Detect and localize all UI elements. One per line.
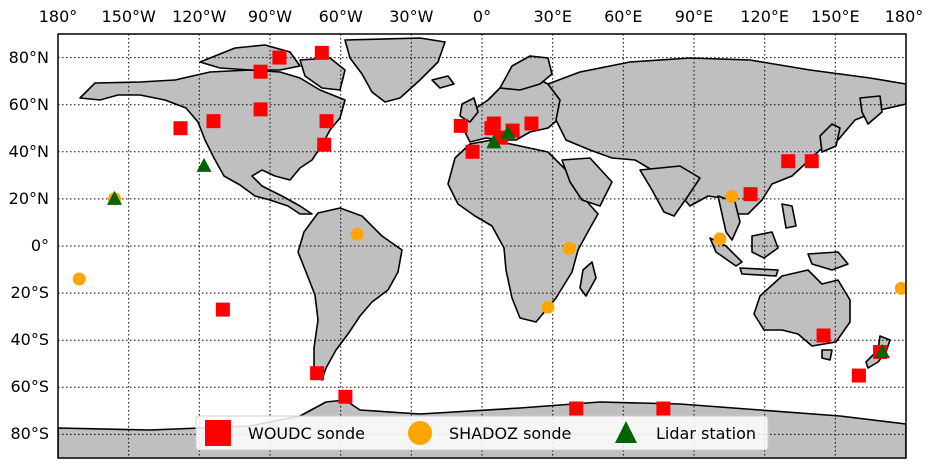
lon-tick-label: 150°W <box>102 7 157 26</box>
legend-circle-marker <box>408 421 432 445</box>
australia <box>753 269 851 347</box>
woudc-station-marker <box>656 401 671 416</box>
kamchatka <box>859 95 883 125</box>
woudc-station-marker <box>215 302 230 317</box>
woudc-station-marker <box>173 121 188 136</box>
woudc-station-marker <box>569 401 584 416</box>
legend-label-shadoz: SHADOZ sonde <box>449 424 571 443</box>
lat-tick-label: 0° <box>31 236 49 255</box>
woudc-station-marker <box>743 187 758 202</box>
shadoz-station-marker <box>894 281 906 295</box>
shadoz-station-marker <box>72 272 86 286</box>
lon-tick-label: 60°W <box>319 7 363 26</box>
lidar-station-marker <box>500 124 516 139</box>
scandinavia <box>499 55 553 91</box>
shadoz-station-marker <box>350 227 364 241</box>
south-america <box>297 207 403 381</box>
lon-tick-label: 180° <box>39 7 78 26</box>
woudc-station-marker <box>317 137 332 152</box>
indian-subcontinent <box>639 165 701 217</box>
lon-tick-labels: 180° 150°W 120°W 90°W 60°W 30°W 0° 30°E … <box>39 7 924 26</box>
lat-tick-labels: 80°N 60°N 40°N 20°N 0° 20°S 40°S 60°S 80… <box>9 48 49 443</box>
lidar-station-marker <box>196 157 212 172</box>
lon-tick-label: 120°W <box>172 7 227 26</box>
shadoz-station-marker <box>713 232 727 246</box>
woudc-station-marker <box>206 114 221 129</box>
lidar-station-marker <box>874 344 890 358</box>
station-markers <box>72 45 906 416</box>
woudc-station-marker <box>319 114 334 129</box>
lat-tick-label: 20°N <box>9 189 49 208</box>
lat-tick-label: 20°S <box>10 283 49 302</box>
shadoz-station-marker <box>725 190 739 204</box>
lon-tick-label: 0° <box>473 7 491 26</box>
lidar-station-marker <box>486 134 502 149</box>
indonesia-borneo <box>751 231 779 259</box>
woudc-station-marker <box>465 144 480 159</box>
lat-tick-label: 40°N <box>9 142 49 161</box>
map-frame <box>57 33 907 459</box>
asia <box>547 57 906 215</box>
woudc-station-marker <box>486 116 501 131</box>
iceland <box>431 75 455 89</box>
legend: WOUDC sonde SHADOZ sonde Lidar station <box>195 415 769 451</box>
woudc-station-marker <box>781 154 796 169</box>
legend-label-lidar: Lidar station <box>656 424 756 443</box>
lat-tick-label: 60°S <box>10 377 49 396</box>
woudc-station-marker <box>310 366 325 381</box>
legend-label-woudc: WOUDC sonde <box>248 424 365 443</box>
lat-tick-label: 40°S <box>10 330 49 349</box>
woudc-station-marker <box>272 50 287 65</box>
legend-square-marker <box>205 420 231 446</box>
lat-tick-label: 80°N <box>9 48 49 67</box>
woudc-station-marker <box>253 64 268 79</box>
greenland <box>344 37 446 103</box>
woudc-station-marker <box>253 102 268 117</box>
lon-tick-label: 90°E <box>675 7 713 26</box>
tasmania <box>821 349 833 361</box>
lidar-station-marker <box>107 190 123 205</box>
legend-triangle-marker <box>615 421 637 443</box>
lon-tick-label: 30°W <box>389 7 433 26</box>
woudc-station-marker <box>453 118 468 133</box>
lon-tick-label: 150°E <box>811 7 860 26</box>
woudc-station-marker <box>524 116 539 131</box>
madagascar <box>579 261 597 297</box>
woudc-station-marker <box>338 389 353 404</box>
arabian-peninsula <box>561 157 613 207</box>
lon-tick-label: 90°W <box>248 7 292 26</box>
indonesia-java <box>739 267 779 277</box>
woudc-station-marker <box>851 368 866 383</box>
shadoz-station-marker <box>562 241 576 255</box>
british-isles <box>459 97 479 123</box>
africa <box>447 139 599 323</box>
shadoz-station-marker <box>541 300 555 314</box>
new-guinea <box>807 251 849 271</box>
philippines <box>781 203 797 229</box>
woudc-station-marker <box>816 328 831 343</box>
woudc-station-marker <box>804 154 819 169</box>
lon-tick-label: 60°E <box>604 7 642 26</box>
woudc-station-marker <box>314 45 329 60</box>
lat-tick-label: 80°S <box>10 424 49 443</box>
north-america <box>79 69 346 215</box>
lon-tick-label: 30°E <box>533 7 571 26</box>
lat-tick-label: 60°N <box>9 95 49 114</box>
lon-tick-label: 120°E <box>740 7 789 26</box>
lon-tick-label: 180° <box>885 7 924 26</box>
